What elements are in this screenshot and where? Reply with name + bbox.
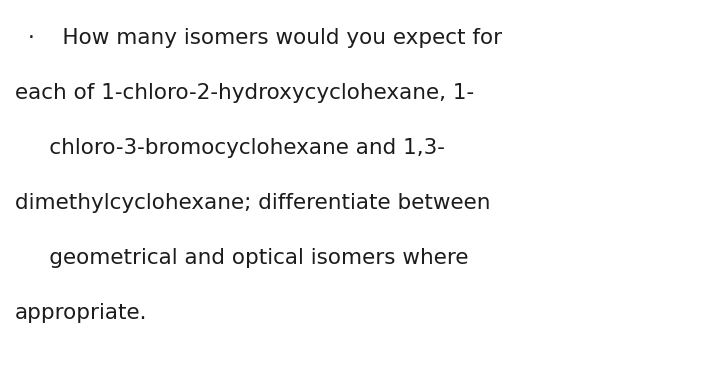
Text: appropriate.: appropriate.	[15, 303, 148, 323]
Text: chloro-3-bromocyclohexane and 1,3-: chloro-3-bromocyclohexane and 1,3-	[15, 138, 445, 158]
Text: geometrical and optical isomers where: geometrical and optical isomers where	[15, 248, 469, 268]
Text: ·    How many isomers would you expect for: · How many isomers would you expect for	[28, 28, 502, 48]
Text: each of 1-chloro-2-hydroxycyclohexane, 1-: each of 1-chloro-2-hydroxycyclohexane, 1…	[15, 83, 474, 103]
Text: dimethylcyclohexane; differentiate between: dimethylcyclohexane; differentiate betwe…	[15, 193, 490, 213]
